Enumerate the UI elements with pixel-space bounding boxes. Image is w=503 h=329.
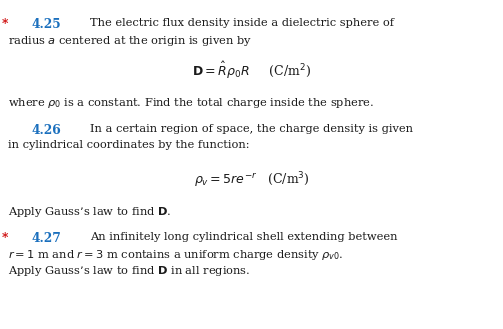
Text: $\rho_v = 5re^{-r}$   (C/m$^3$): $\rho_v = 5re^{-r}$ (C/m$^3$) (194, 170, 309, 190)
Text: 4.26: 4.26 (32, 124, 62, 137)
Text: where $\rho_0$ is a constant. Find the total charge inside the sphere.: where $\rho_0$ is a constant. Find the t… (8, 96, 374, 110)
Text: $\mathbf{D} = \hat{R}\rho_0 R$     (C/m$^2$): $\mathbf{D} = \hat{R}\rho_0 R$ (C/m$^2$) (192, 60, 311, 81)
Text: radius $a$ centered at the origin is given by: radius $a$ centered at the origin is giv… (8, 34, 252, 48)
Text: The electric flux density inside a dielectric sphere of: The electric flux density inside a diele… (90, 18, 394, 28)
Text: Apply Gauss’s law to find $\mathbf{D}$.: Apply Gauss’s law to find $\mathbf{D}$. (8, 205, 172, 219)
Text: *: * (2, 232, 9, 245)
Text: 4.25: 4.25 (32, 18, 62, 31)
Text: *: * (2, 18, 9, 31)
Text: $r = 1$ m and $r = 3$ m contains a uniform charge density $\rho_{v0}$.: $r = 1$ m and $r = 3$ m contains a unifo… (8, 248, 344, 262)
Text: 4.27: 4.27 (32, 232, 62, 245)
Text: In a certain region of space, the charge density is given: In a certain region of space, the charge… (90, 124, 413, 134)
Text: Apply Gauss’s law to find $\mathbf{D}$ in all regions.: Apply Gauss’s law to find $\mathbf{D}$ i… (8, 264, 250, 278)
Text: in cylindrical coordinates by the function:: in cylindrical coordinates by the functi… (8, 140, 249, 150)
Text: An infinitely long cylindrical shell extending between: An infinitely long cylindrical shell ext… (90, 232, 397, 242)
